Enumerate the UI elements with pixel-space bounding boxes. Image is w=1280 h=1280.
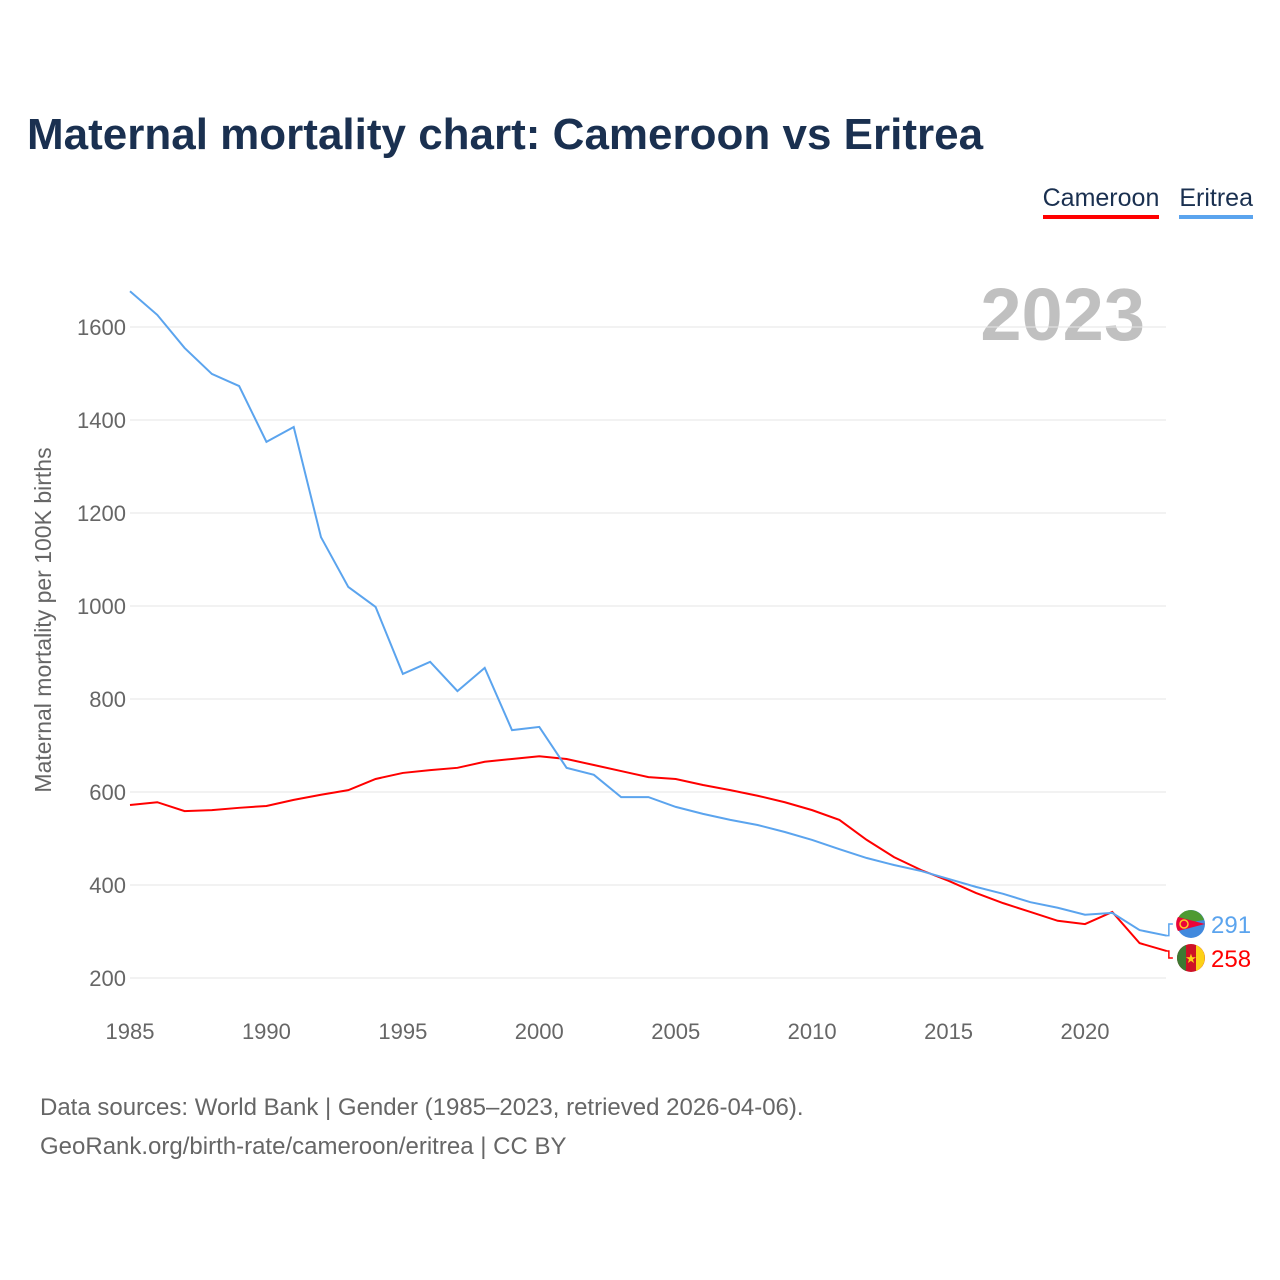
legend: Cameroon Eritrea: [1042, 184, 1253, 219]
source-text: Data sources: World Bank | Gender (1985–…: [40, 1094, 804, 1121]
y-tick-label: 200: [89, 966, 126, 991]
legend-eritrea[interactable]: Eritrea: [1179, 184, 1253, 219]
chart-title: Maternal mortality chart: Cameroon vs Er…: [27, 110, 984, 159]
x-tick-label: 2015: [924, 1019, 973, 1044]
y-tick-label: 400: [89, 873, 126, 898]
flag-stripe: [1196, 945, 1205, 971]
series-line-eritrea: [129, 290, 1168, 937]
x-tick-label: 2010: [788, 1019, 837, 1044]
legend-cameroon[interactable]: Cameroon: [1042, 184, 1160, 219]
footer: Data sources: World Bank | Gender (1985–…: [40, 1088, 804, 1166]
attribution-link[interactable]: GeoRank.org/birth-rate/cameroon/eritrea …: [40, 1133, 567, 1160]
flag-stripe: [1177, 945, 1186, 971]
series-line-cameroon: [129, 755, 1168, 952]
year-watermark: 2023: [980, 273, 1145, 356]
y-tick-label: 1000: [77, 594, 126, 619]
end-connector: [1166, 950, 1173, 959]
x-tick-label: 2005: [651, 1019, 700, 1044]
emblem-icon: [1179, 919, 1189, 929]
x-tick-label: 2020: [1061, 1019, 1110, 1044]
end-value-label: 258: [1211, 946, 1251, 973]
x-tick-label: 1990: [242, 1019, 291, 1044]
end-connector: [1166, 923, 1173, 937]
y-axis-label: Maternal mortality per 100K births: [30, 447, 56, 792]
x-tick-label: 1985: [106, 1019, 155, 1044]
y-tick-label: 800: [89, 687, 126, 712]
star-icon: ★: [1185, 951, 1197, 966]
end-value-label: 291: [1211, 912, 1251, 939]
y-tick-label: 1200: [77, 501, 126, 526]
y-tick-label: 1600: [77, 315, 126, 340]
x-tick-label: 2000: [515, 1019, 564, 1044]
y-tick-label: 1400: [77, 408, 126, 433]
y-tick-label: 600: [89, 780, 126, 805]
x-tick-label: 1995: [378, 1019, 427, 1044]
